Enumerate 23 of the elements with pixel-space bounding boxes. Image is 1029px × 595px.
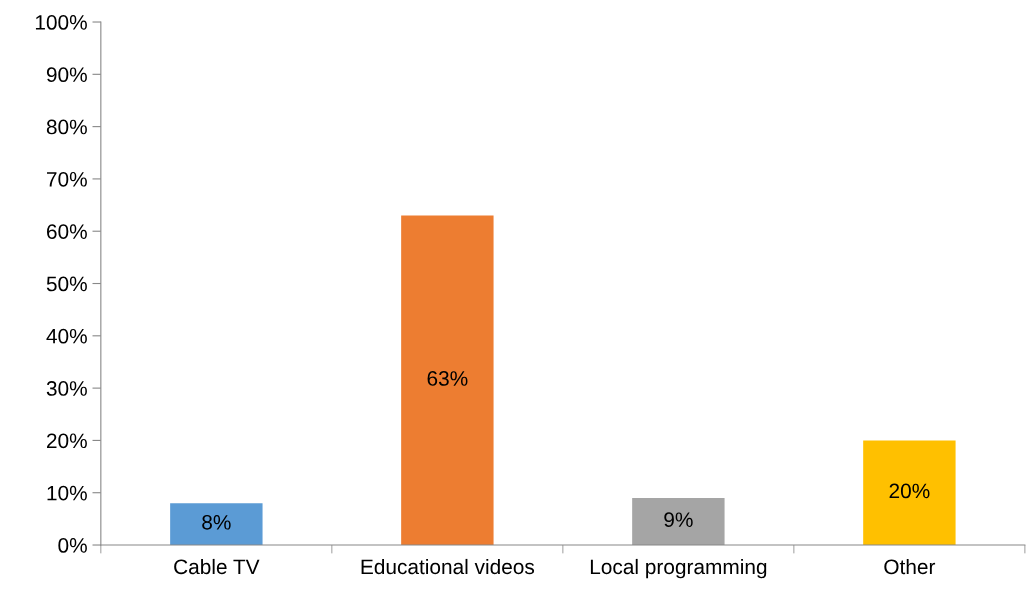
data-label: 63% [427, 371, 468, 386]
data-label: 9% [664, 512, 693, 528]
y-tick-label: 20% [47, 433, 87, 449]
x-tick-label: Local programming [590, 558, 767, 579]
y-tick-label: 0% [58, 538, 87, 553]
data-label: 20% [889, 483, 930, 499]
bar [170, 503, 263, 546]
y-tick-label: 90% [46, 67, 87, 83]
x-tick-label: Cable TV [174, 558, 260, 575]
x-tick-label: Educational videos [361, 558, 535, 575]
y-tick-label: 30% [46, 381, 87, 396]
bar [863, 440, 956, 546]
y-tick-label: 10% [47, 485, 87, 501]
y-tick-label: 50% [46, 276, 87, 292]
data-label: 8% [202, 514, 231, 530]
x-tick-label: Other [884, 558, 936, 575]
y-tick-label: 80% [46, 119, 87, 135]
y-tick-label: 70% [47, 171, 87, 187]
y-tick-label: 40% [46, 328, 87, 344]
y-tick-label: 60% [47, 224, 87, 239]
bar [632, 497, 725, 546]
bar [401, 215, 494, 546]
y-tick-label: 100% [35, 15, 87, 30]
